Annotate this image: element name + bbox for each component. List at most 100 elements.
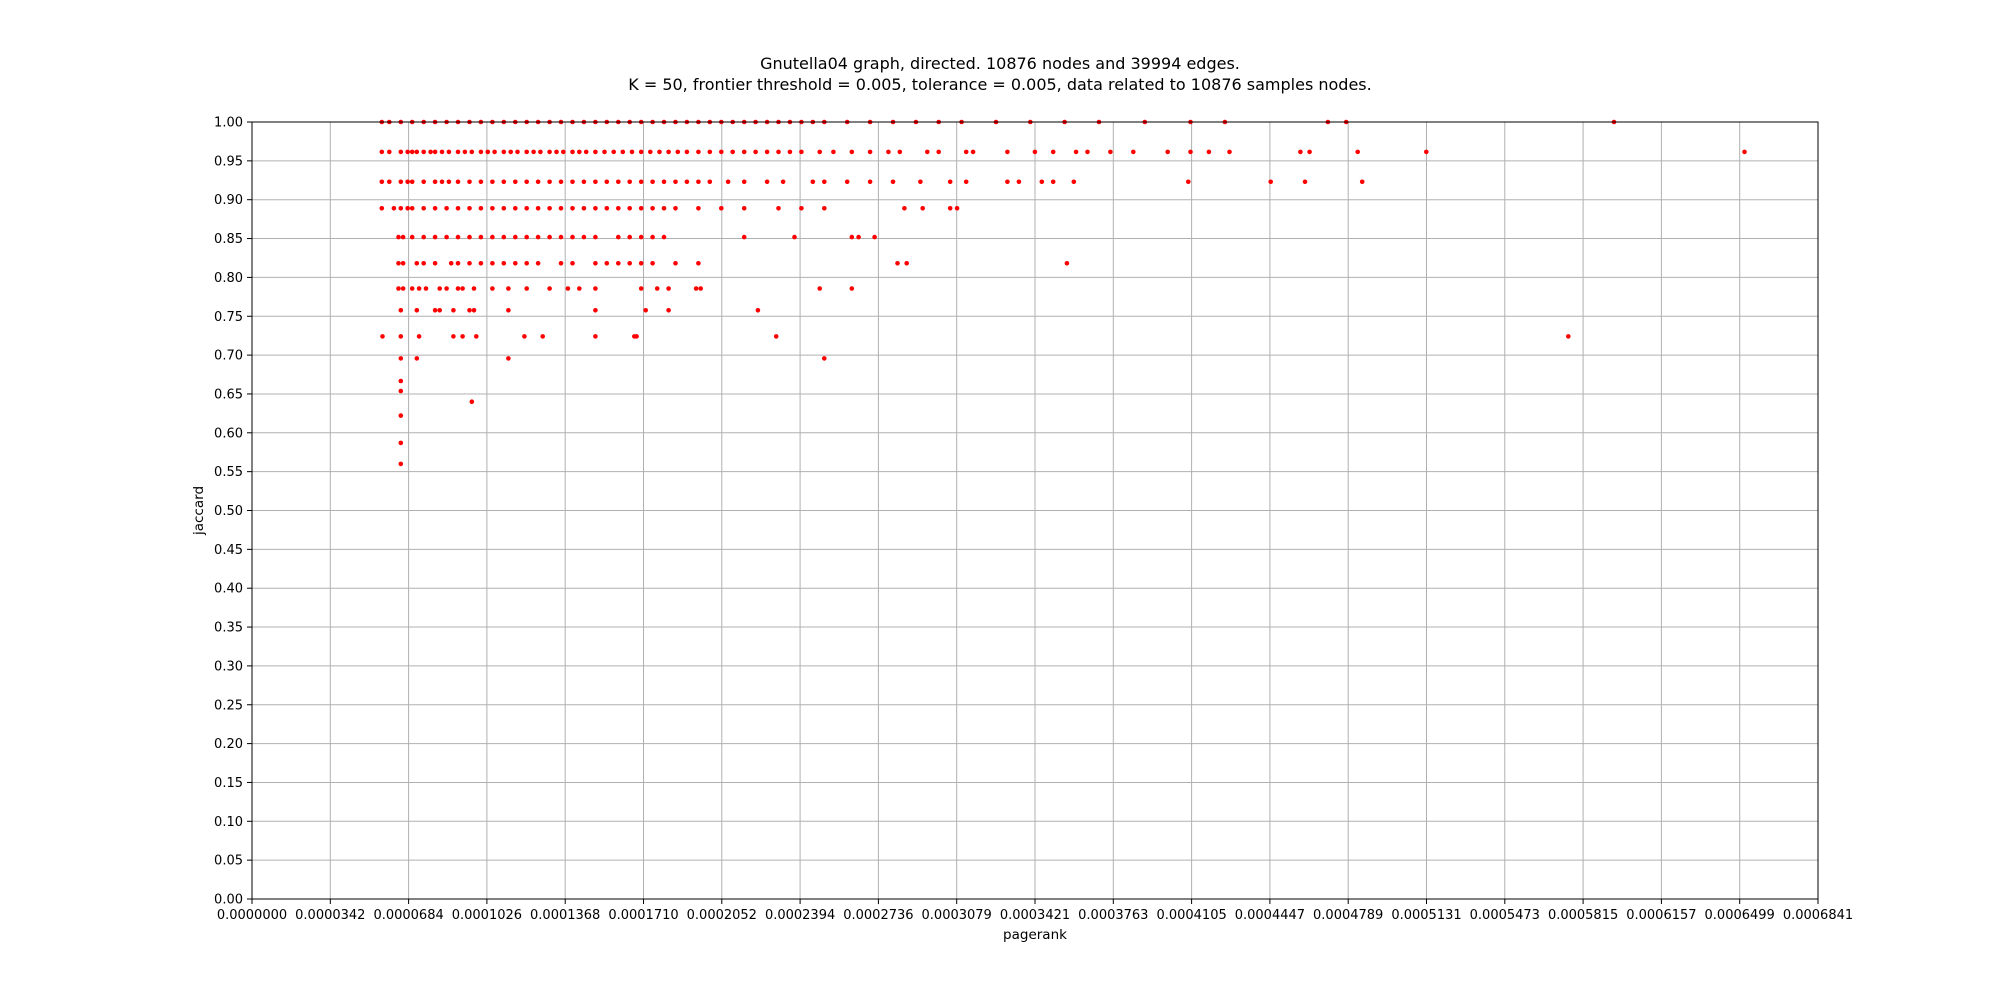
data-point [547,206,552,211]
x-tick-label: 0.0005473 [1470,908,1540,923]
data-point [460,334,465,339]
data-point [581,179,587,185]
data-point [455,206,461,211]
data-point [693,286,699,291]
data-point [414,308,420,313]
y-axis-ticks: 0.00 0.05 0.10 0.15 0.20 0.25 0.30 0.35 0.40 0.45… [214,116,252,908]
data-point [604,179,610,185]
data-point [947,179,953,185]
data-point [593,261,598,266]
data-point [558,179,564,185]
data-point [730,149,735,155]
data-point [698,286,703,291]
data-point [650,179,655,185]
data-point [773,334,779,339]
data-point [478,206,484,211]
data-point [501,179,507,185]
y-tick-label: 0.50 [214,504,243,519]
y-tick-label: 0.45 [214,543,243,558]
x-tick-label: 0.0006499 [1705,908,1775,923]
data-point [469,149,475,155]
data-point [1298,149,1303,155]
x-tick-label: 0.0001710 [608,908,678,923]
x-tick-label: 0.0005815 [1548,908,1618,923]
data-point [627,261,632,266]
data-point [661,206,667,211]
data-point [421,234,427,240]
data-point [379,206,385,211]
data-point [810,179,816,185]
data-point [478,149,484,155]
data-point [792,234,797,240]
data-point [581,206,587,211]
data-point [467,206,472,211]
x-tick-label: 0.0000342 [295,908,365,923]
data-point [421,179,427,185]
y-tick-label: 0.20 [214,737,243,752]
data-point [396,234,401,240]
data-point [776,206,781,211]
data-point [416,334,422,339]
data-point [414,356,420,361]
data-point [741,179,747,185]
data-point [398,440,404,446]
x-tick-label: 0.0000684 [373,908,443,923]
data-point [643,308,648,313]
data-point [409,286,415,291]
data-point [570,149,575,155]
data-point [963,179,969,185]
data-point [492,149,497,155]
data-point [1050,179,1056,185]
data-point [616,206,621,211]
data-point [531,149,536,155]
x-tick-label: 0.0002394 [765,908,835,923]
chart-subtitle: K = 50, frontier threshold = 0.005, tole… [628,75,1372,94]
data-point [490,179,495,185]
data-point [416,286,422,291]
data-point [822,356,827,361]
data-point [414,149,420,155]
data-point [822,206,827,211]
data-point [513,261,518,266]
data-point [570,261,575,266]
data-point [902,206,907,211]
data-point [849,234,855,240]
data-point [1359,179,1365,185]
data-point [524,286,529,291]
data-point [432,149,438,155]
data-point [448,261,454,266]
data-point [1039,179,1045,185]
data-point [920,206,925,211]
data-point [764,149,770,155]
y-tick-label: 0.05 [214,854,243,869]
data-point [719,149,724,155]
data-point [725,179,731,185]
data-point [673,261,678,266]
data-point [432,308,438,313]
data-point [650,261,655,266]
data-point [524,206,529,211]
data-point [490,234,495,240]
data-point [764,179,770,185]
data-point [398,308,404,313]
x-tick-label: 0.0006157 [1626,908,1696,923]
data-point [867,179,873,185]
data-point [593,308,598,313]
y-tick-label: 0.40 [214,582,243,597]
data-point [400,234,406,240]
data-point [451,334,456,339]
data-point [696,179,701,185]
data-point [535,206,541,211]
x-tick-label: 0.0005131 [1391,908,1461,923]
data-points [379,119,1747,467]
data-point [970,149,976,155]
data-point [673,179,678,185]
data-point [501,234,507,240]
data-point [398,149,404,155]
data-point [501,149,507,155]
data-point [398,206,404,211]
data-point [565,286,571,291]
data-point [1227,149,1232,155]
grid-lines [251,121,1819,900]
